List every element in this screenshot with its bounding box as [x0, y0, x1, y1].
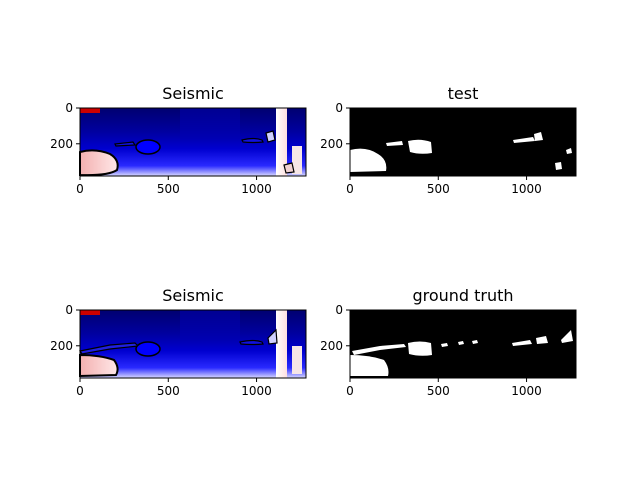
panel-seismic-bottom: Seismic 0 500 1000 0 200	[50, 286, 307, 398]
panel-title: ground truth	[412, 286, 513, 305]
x-tick-label: 500	[157, 384, 180, 398]
y-tick-label: 0	[335, 303, 343, 317]
x-tick-label: 500	[157, 182, 180, 196]
x-tick-label: 500	[427, 384, 450, 398]
seismic-image	[79, 108, 306, 177]
x-tick-label: 1000	[241, 182, 272, 196]
x-tick-label: 1000	[511, 182, 542, 196]
y-tick-label: 0	[65, 101, 73, 115]
x-tick-label: 1000	[241, 384, 272, 398]
panel-seismic-top: Seismic 0 500 1000 0 200	[50, 84, 307, 196]
x-tick-label: 0	[346, 182, 354, 196]
panel-title: Seismic	[162, 286, 224, 305]
seismic-image	[79, 310, 306, 378]
axes-frame	[349, 309, 577, 379]
x-tick-label: 0	[76, 384, 84, 398]
x-tick-label: 500	[427, 182, 450, 196]
panel-title: test	[448, 84, 479, 103]
panel-ground-truth: ground truth 0 500 1000 0 200	[320, 286, 577, 398]
y-tick-label: 0	[335, 101, 343, 115]
axes-frame	[349, 107, 577, 177]
mask-image	[350, 310, 576, 378]
y-tick-label: 0	[65, 303, 73, 317]
panel-title: Seismic	[162, 84, 224, 103]
y-tick-label: 200	[50, 137, 73, 151]
axes-frame	[79, 309, 307, 379]
x-tick-label: 1000	[511, 384, 542, 398]
x-tick-label: 0	[76, 182, 84, 196]
mask-image	[350, 108, 576, 176]
axes-frame	[79, 107, 307, 177]
y-tick-label: 200	[50, 339, 73, 353]
x-tick-label: 0	[346, 384, 354, 398]
y-tick-label: 200	[320, 137, 343, 151]
panel-test: test 0 500 1000 0 200	[320, 84, 577, 196]
y-tick-label: 200	[320, 339, 343, 353]
